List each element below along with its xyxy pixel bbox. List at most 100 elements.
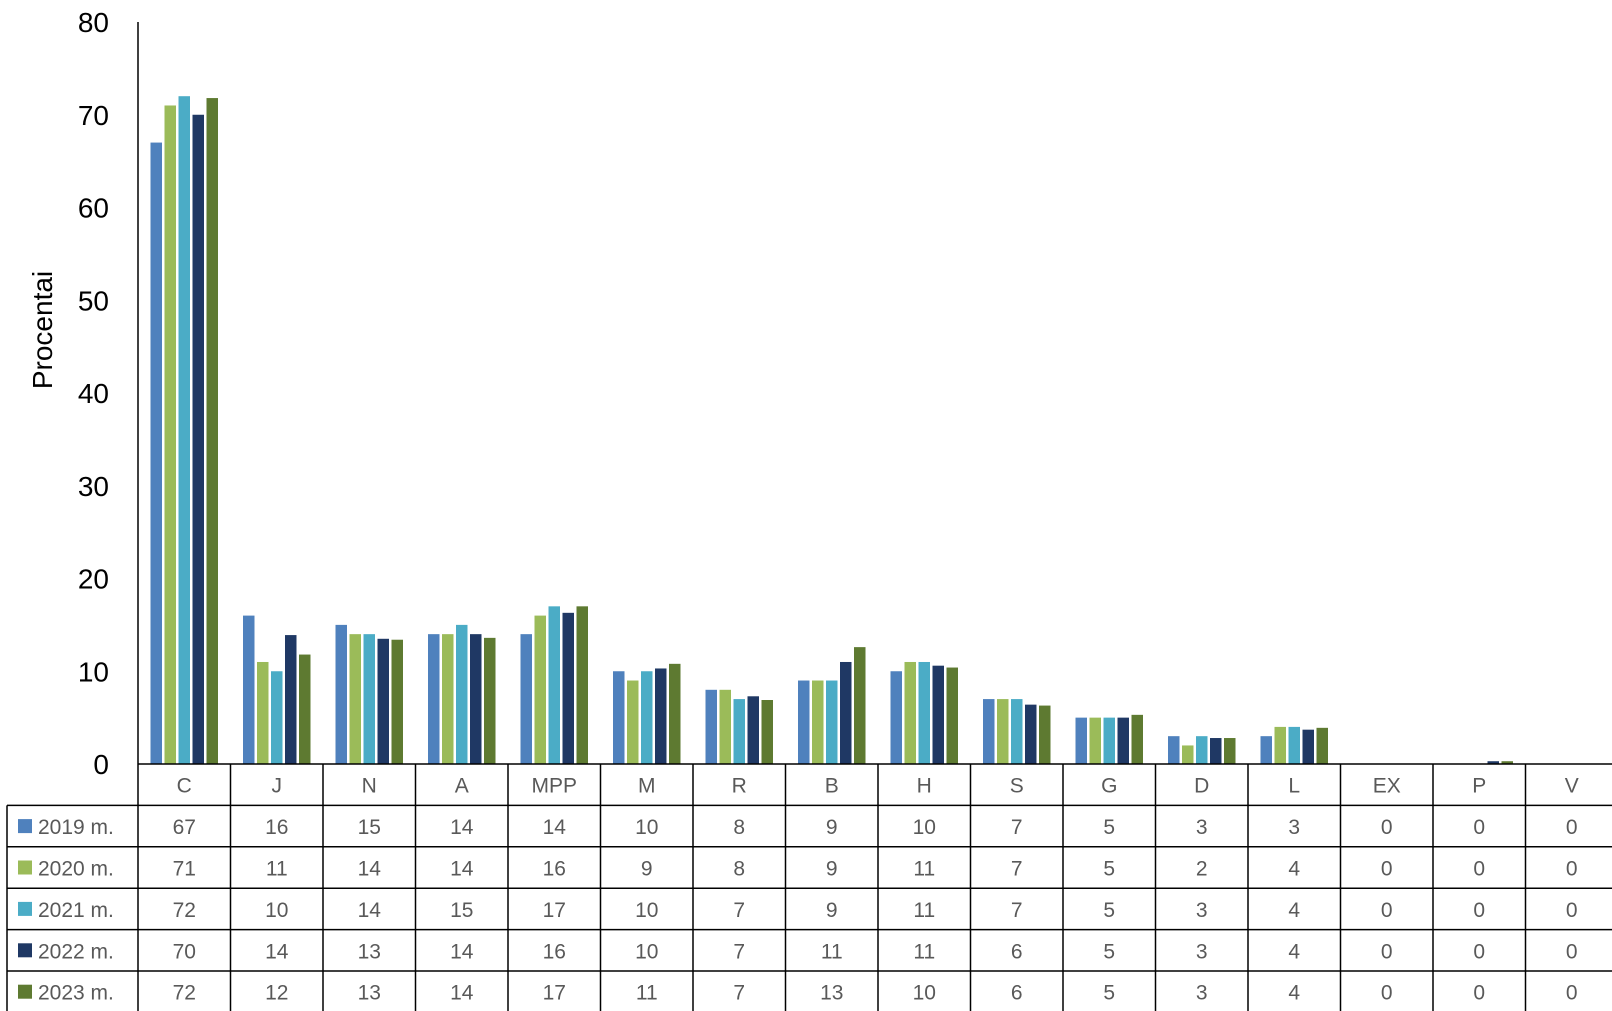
table-cell: 3 (1196, 940, 1208, 963)
table-cell: 0 (1473, 940, 1485, 963)
table-cell: 16 (265, 816, 288, 839)
table-cell: 4 (1288, 982, 1300, 1005)
table-cell: 5 (1103, 858, 1115, 881)
bar (747, 696, 759, 764)
table-cell: 70 (173, 940, 196, 963)
y-tick-label: 50 (78, 285, 109, 316)
bar (391, 639, 403, 764)
bar (641, 671, 653, 764)
table-cell: 8 (733, 816, 745, 839)
table-cell: 9 (826, 899, 838, 922)
table-cell: 11 (913, 899, 935, 922)
category-label: R (732, 775, 747, 798)
table-cell: 14 (265, 940, 289, 963)
bar (534, 615, 546, 764)
table-cell: 11 (636, 982, 658, 1005)
table-cell: 11 (821, 940, 843, 963)
bar (669, 663, 681, 764)
bar (442, 634, 454, 764)
y-ticks: 0 10 20 30 40 50 60 70 80 (78, 7, 109, 780)
table-cell: 16 (543, 940, 566, 963)
bar (1168, 736, 1180, 764)
table-cell: 0 (1566, 899, 1578, 922)
table-cell: 7 (1011, 899, 1023, 922)
y-tick-label: 30 (78, 471, 109, 502)
table-cell: 5 (1103, 899, 1115, 922)
table-cell: 14 (358, 858, 382, 881)
table-cell: 5 (1103, 940, 1115, 963)
bar (562, 612, 574, 764)
bar (299, 654, 311, 764)
category-label: MPP (531, 775, 577, 798)
table-cell: 7 (1011, 858, 1023, 881)
bar (576, 606, 588, 764)
bar (812, 680, 824, 764)
bar (243, 615, 255, 764)
table-cell: 9 (826, 858, 838, 881)
table-cell: 11 (913, 858, 935, 881)
table-cell: 0 (1473, 816, 1485, 839)
table-cell: 3 (1196, 899, 1208, 922)
table-cell: 0 (1566, 858, 1578, 881)
bar (1011, 699, 1023, 764)
legend-label: 2022 m. (38, 940, 114, 963)
bar (1224, 738, 1236, 764)
table-cell: 7 (1011, 816, 1023, 839)
bar (428, 634, 440, 764)
bar (840, 661, 852, 764)
bar (349, 634, 361, 764)
table-cell: 4 (1288, 858, 1300, 881)
bar (655, 668, 667, 764)
table-cell: 10 (635, 940, 658, 963)
table-cell: 0 (1473, 982, 1485, 1005)
table-cell: 16 (543, 858, 566, 881)
table-cell: 6 (1011, 940, 1023, 963)
table-cell: 5 (1103, 982, 1115, 1005)
bar (1089, 717, 1101, 765)
y-tick-label: 20 (78, 564, 109, 595)
bar (1274, 726, 1286, 764)
table-cell: 8 (733, 858, 745, 881)
legend-swatch (18, 901, 32, 916)
bar (904, 661, 916, 764)
table-cell: 14 (450, 982, 474, 1005)
bar (206, 98, 218, 764)
category-label: G (1101, 775, 1117, 798)
table-cell: 3 (1288, 816, 1300, 839)
table-cell: 14 (450, 816, 474, 839)
table-cell: 0 (1566, 982, 1578, 1005)
table-cell: 67 (173, 816, 196, 839)
bar (761, 700, 773, 764)
category-label: P (1472, 775, 1486, 798)
bar (918, 661, 930, 764)
bar (271, 671, 283, 764)
table-cell: 11 (913, 940, 935, 963)
bar (705, 689, 717, 764)
bar (363, 634, 375, 764)
bar (164, 105, 176, 765)
table-cell: 15 (450, 899, 473, 922)
bar (178, 96, 190, 764)
table-cell: 15 (358, 816, 381, 839)
bar (456, 624, 468, 765)
bar (627, 680, 639, 764)
bar (1075, 717, 1087, 765)
category-label: C (177, 775, 192, 798)
table-cell: 14 (543, 816, 567, 839)
bar (257, 661, 269, 764)
y-tick-label: 40 (78, 378, 109, 409)
bar (1302, 729, 1314, 764)
table-cell: 0 (1381, 940, 1393, 963)
table-cell: 10 (913, 982, 936, 1005)
bar (1103, 717, 1115, 765)
table-cell: 3 (1196, 982, 1208, 1005)
table-cell: 9 (826, 816, 838, 839)
bar (1131, 714, 1143, 764)
table-cell: 9 (641, 858, 653, 881)
bar (150, 142, 162, 764)
table-cell: 0 (1381, 899, 1393, 922)
table-cell: 6 (1011, 982, 1023, 1005)
legend-swatch (18, 984, 32, 999)
category-label: S (1010, 775, 1024, 798)
